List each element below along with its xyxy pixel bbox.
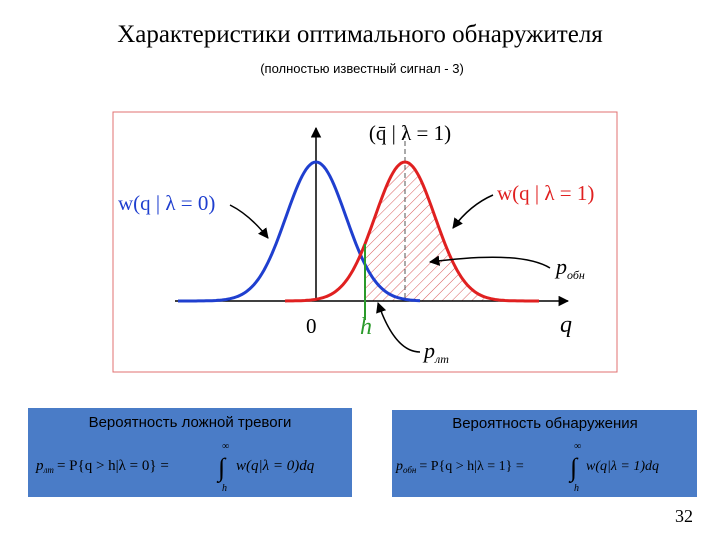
threshold-label: h [360,314,372,340]
integrand: w(q|λ = 1)dq [586,459,659,474]
integral-sign: ∫ [216,453,227,483]
integral-lower: h [574,483,579,494]
box-detection: Вероятность обнаружения pобн = P{q > h|λ … [392,410,697,497]
integral-lower: h [222,483,227,494]
arrow [428,255,551,269]
title: Характеристики оптимального обнаружителя [117,21,603,48]
formula: pобн = P{q > h|λ = 1} = [395,459,524,475]
box-false-alarm: Вероятность ложной тревоги pлт = P{q > h|… [28,408,352,497]
formula: pлт = P{q > h|λ = 0} = [35,458,169,475]
integral-sign: ∫ [568,453,579,483]
integrand: w(q|λ = 0)dq [236,458,315,474]
integral-upper: ∞ [222,441,229,452]
hatched-area [365,162,520,301]
curve-1 [284,160,539,303]
arrow [376,302,421,353]
curve1-label: w(q | λ = 1) [497,181,594,205]
origin-label: 0 [306,314,317,338]
arrow [229,204,269,239]
arrow [452,194,494,229]
box [28,408,352,497]
subtitle: (полностью известный сигнал - 3) [260,61,464,76]
mean-label: (q̄ | λ = 1) [369,121,451,145]
box-title: Вероятность ложной тревоги [89,414,292,431]
plot: (q̄ | λ = 1) w(q | λ = 0) w(q | λ = 1) p… [112,111,618,373]
page-number: 32 [675,506,693,526]
box-title: Вероятность обнаружения [452,415,638,432]
curve-0 [178,160,421,303]
p-fa: pлт [422,338,449,366]
axis-label: q [560,312,572,338]
curve0-label: w(q | λ = 0) [118,191,215,215]
box [392,410,697,497]
p-det: pобн [554,254,585,282]
integral-upper: ∞ [574,441,581,452]
